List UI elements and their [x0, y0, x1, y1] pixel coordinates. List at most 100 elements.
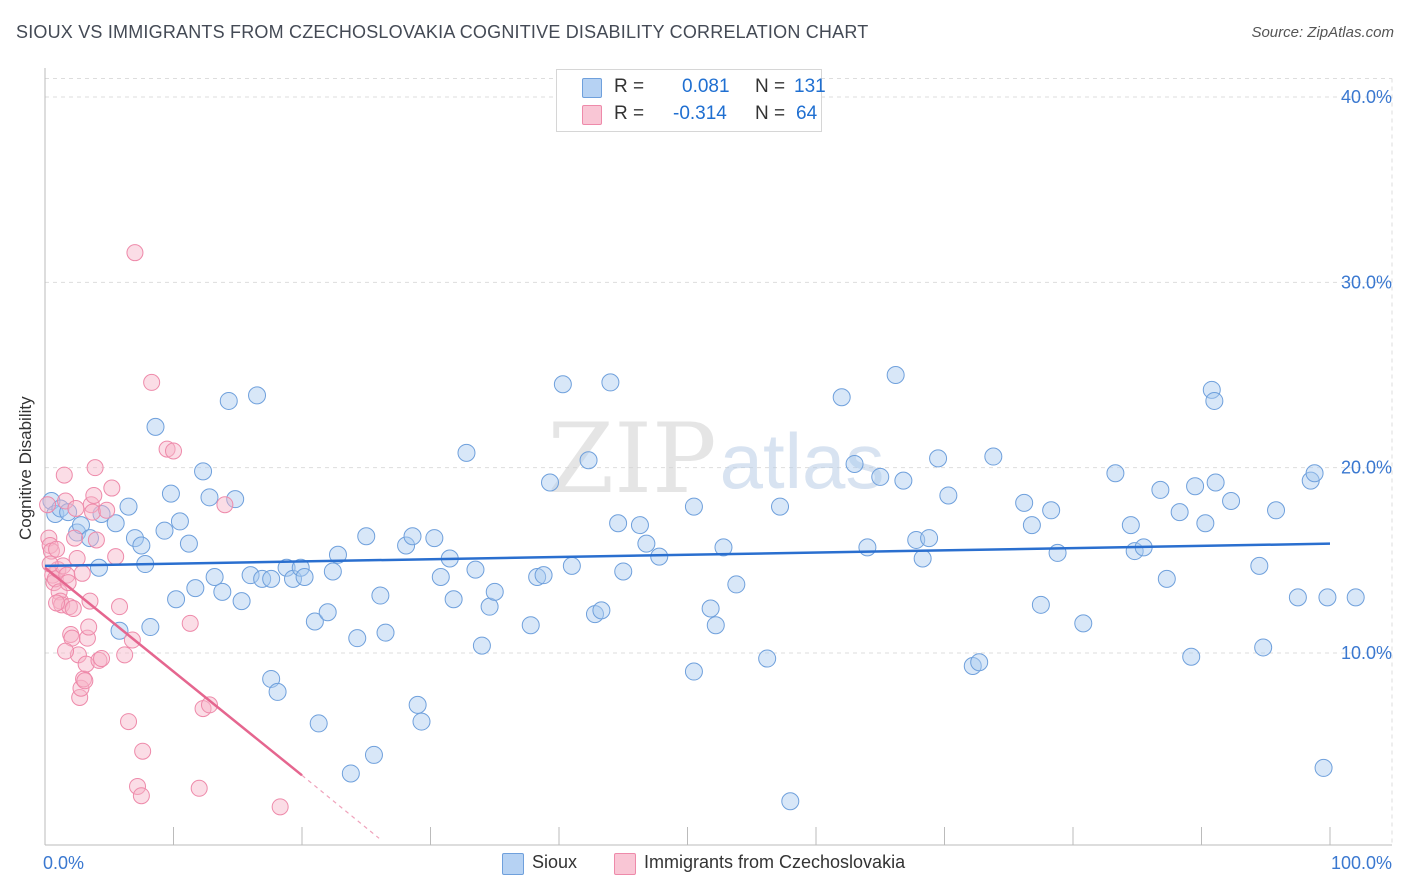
sioux-point	[984, 447, 1003, 466]
czech-point	[143, 373, 161, 391]
sioux-point	[295, 568, 314, 587]
sioux-point	[1151, 480, 1170, 499]
sioux-point	[1314, 758, 1333, 777]
sioux-point	[328, 545, 347, 564]
sioux-point	[1202, 380, 1221, 399]
sioux-point	[714, 538, 733, 557]
y-tick-label: 40.0%	[1341, 87, 1392, 107]
n-value: 131	[794, 76, 826, 97]
sioux-point	[248, 386, 267, 405]
sioux-point	[186, 579, 205, 598]
sioux-point	[106, 514, 125, 533]
tick-labels: 10.0% 20.0% 30.0% 40.0% 0.0% 100.0%	[43, 87, 1392, 873]
sioux-point	[444, 590, 463, 609]
sioux-point	[1186, 477, 1205, 496]
sioux-point	[194, 462, 213, 481]
sioux-point	[268, 682, 287, 701]
czech-legend-label: Immigrants from Czechoslovakia	[644, 852, 906, 872]
sioux-point	[609, 514, 628, 533]
czech-point	[120, 713, 138, 731]
sioux-point	[431, 568, 450, 587]
y-tick-label: 10.0%	[1341, 643, 1392, 663]
czech-point	[64, 600, 82, 618]
czech-point	[165, 442, 182, 460]
axes	[44, 68, 1392, 846]
chart-title: SIOUX VS IMMIGRANTS FROM CZECHOSLOVAKIA …	[16, 22, 869, 42]
sioux-point	[1267, 501, 1286, 520]
czech-point	[73, 564, 91, 582]
sioux-point	[318, 603, 337, 622]
sioux-point	[466, 560, 485, 579]
czech-point	[55, 466, 73, 484]
sioux-point	[371, 586, 390, 605]
czech-point	[50, 583, 68, 601]
sioux-points	[42, 366, 1365, 811]
sioux-point	[1288, 588, 1307, 607]
sioux-point	[970, 653, 989, 672]
n-label: N =	[755, 76, 786, 97]
czech-point	[48, 594, 66, 612]
czech-point	[59, 574, 77, 592]
sioux-point	[125, 529, 144, 548]
sioux-point	[364, 745, 383, 764]
sioux-point	[939, 486, 958, 505]
watermark-zip: ZIP	[547, 403, 716, 515]
czech-point	[67, 499, 85, 517]
sioux-point	[592, 601, 611, 620]
sioux-point	[1346, 588, 1365, 607]
czech-point	[93, 650, 111, 668]
czech-point	[81, 592, 99, 610]
sioux-point	[262, 569, 281, 588]
sioux-point	[1254, 638, 1273, 657]
sioux-point	[758, 649, 777, 668]
sioux-point	[1106, 464, 1125, 483]
sioux-point	[277, 558, 296, 577]
sioux-point	[1305, 464, 1324, 483]
sioux-point	[832, 388, 851, 407]
sioux-point	[541, 473, 560, 492]
czech-point	[216, 496, 234, 514]
sioux-point	[341, 764, 360, 783]
sioux-point	[1318, 588, 1337, 607]
sioux-point	[1121, 516, 1140, 535]
sioux-point	[521, 616, 540, 635]
sioux-point	[684, 662, 703, 681]
sioux-point	[1222, 492, 1241, 511]
czech-point	[80, 618, 98, 636]
y-tick-label: 20.0%	[1341, 458, 1392, 478]
sioux-point	[1022, 516, 1041, 535]
czech-point	[158, 440, 176, 458]
n-value: 64	[796, 103, 818, 124]
czech-point	[126, 244, 144, 262]
y-tick-label: 30.0%	[1341, 272, 1392, 292]
sioux-point	[457, 443, 476, 462]
sioux-point	[110, 621, 129, 640]
sioux-point	[1205, 391, 1224, 410]
sioux-point	[141, 618, 160, 637]
czech-point	[103, 479, 121, 497]
czech-point	[190, 779, 208, 797]
czech-point	[129, 777, 147, 795]
trend-lines	[44, 542, 1331, 839]
sioux-point	[119, 497, 138, 516]
sioux-point	[553, 375, 572, 394]
sioux-point	[205, 568, 224, 587]
r-label: R =	[614, 103, 645, 124]
sioux-point	[727, 575, 746, 594]
sioux-point	[706, 616, 725, 635]
czech-point	[41, 555, 59, 573]
sioux-legend-swatch	[502, 853, 524, 875]
r-value: 0.081	[682, 76, 730, 97]
sioux-point	[291, 558, 310, 577]
czech-point	[77, 655, 95, 673]
sioux-point	[241, 566, 260, 585]
czech-point	[107, 548, 125, 566]
sioux-point	[305, 612, 324, 631]
x-tick-label: 100.0%	[1331, 853, 1392, 873]
sioux-legend-label: Sioux	[532, 852, 578, 872]
czech-swatch	[582, 105, 602, 125]
zipatlas-watermark: ZIP atlas	[547, 403, 884, 515]
sioux-point	[408, 695, 427, 714]
czech-point	[200, 696, 218, 714]
czech-point	[98, 501, 116, 519]
